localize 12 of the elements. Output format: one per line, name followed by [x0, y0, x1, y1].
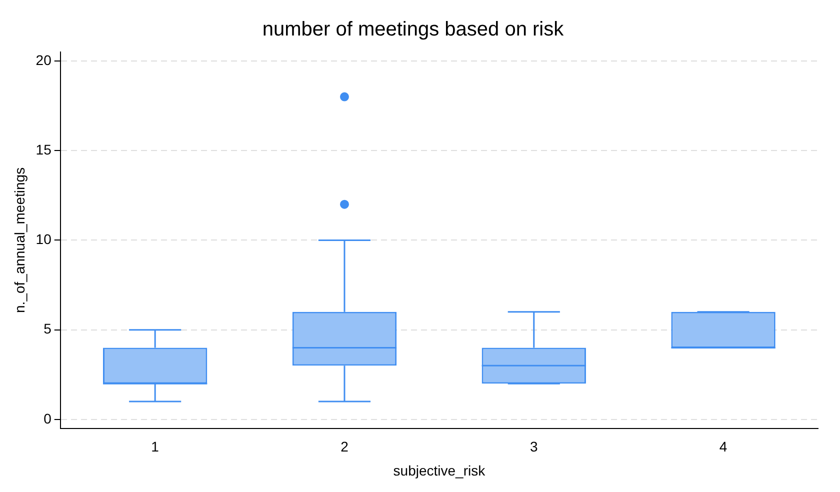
- y-tick-label: 20: [36, 52, 52, 68]
- y-tick-label: 10: [36, 231, 52, 248]
- y-tick-label: 0: [44, 410, 52, 426]
- chart-title: number of meetings based on risk: [262, 18, 565, 41]
- y-tick-label: 5: [44, 320, 52, 337]
- x-tick-label: 3: [530, 438, 538, 455]
- x-tick-label: 2: [340, 438, 349, 455]
- x-tick-label: 1: [151, 438, 160, 455]
- x-tick-label: 4: [719, 438, 728, 455]
- y-axis-title: n._of_annual_meetings: [11, 167, 28, 313]
- x-axis-title: subjective_risk: [393, 462, 486, 478]
- y-tick-label: 15: [36, 141, 52, 158]
